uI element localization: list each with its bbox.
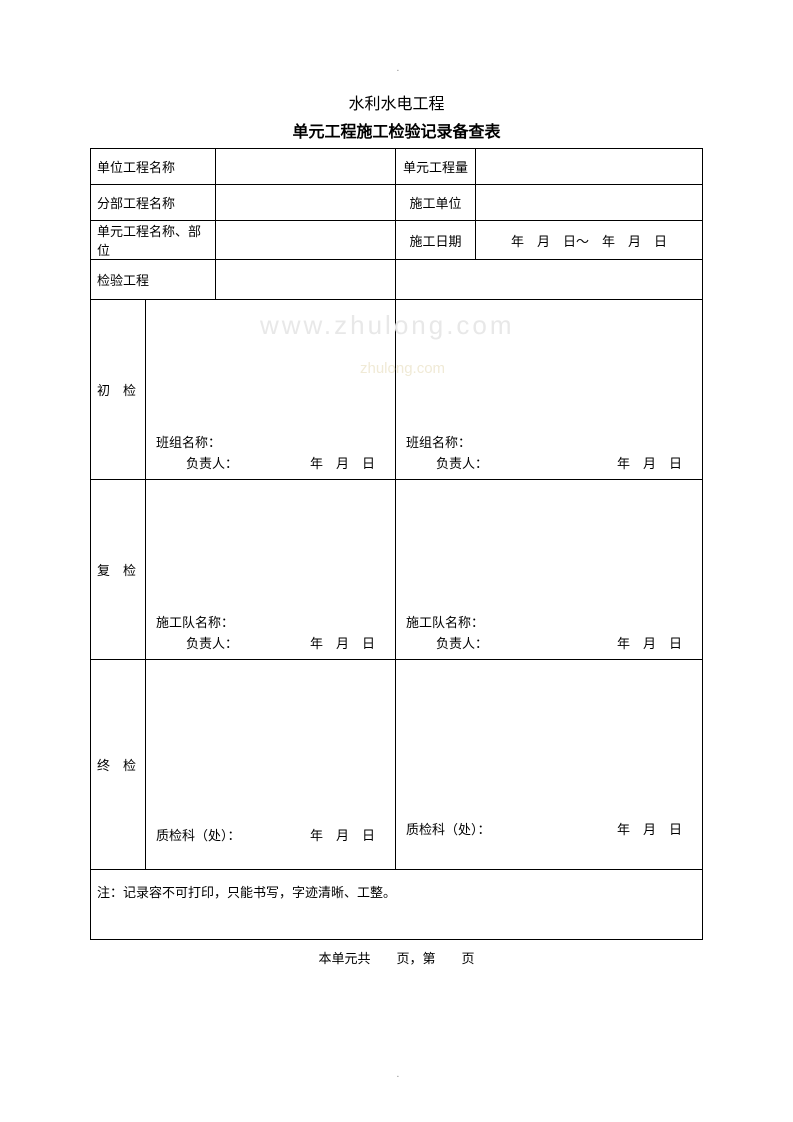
label-construction-unit: 施工单位 (396, 185, 476, 221)
value-inspection-project-1 (216, 260, 396, 300)
final-left-dept: 质检科（处）： (156, 828, 241, 843)
initial-inspection-row: 初 检 班组名称： 负责人： 年 月 日 班组名称： 负责人： 年 月 日 (91, 300, 703, 480)
final-inspection-left: 质检科（处）： 年 月 日 (146, 660, 396, 870)
label-initial-inspection: 初 检 (91, 300, 146, 480)
label-unit-name-position: 单元工程名称、部位 (91, 221, 216, 260)
page-footer: 本单元共 页，第 页 (90, 948, 703, 967)
final-left-date: 年 月 日 (310, 826, 385, 847)
value-subdivision-name (216, 185, 396, 221)
re-inspection-left: 施工队名称： 负责人： 年 月 日 (146, 480, 396, 660)
initial-right-date: 年 月 日 (617, 454, 692, 475)
document-title-1: 水利水电工程 (90, 90, 703, 114)
final-right-date: 年 月 日 (617, 820, 692, 841)
page-container: 水利水电工程 单元工程施工检验记录备查表 单位工程名称 单元工程量 分部工程名称… (0, 0, 793, 1027)
final-inspection-right: 质检科（处）： 年 月 日 (396, 660, 703, 870)
re-right-team: 施工队名称： (406, 613, 692, 634)
re-inspection-right: 施工队名称： 负责人： 年 月 日 (396, 480, 703, 660)
label-unit-project-qty: 单元工程量 (396, 149, 476, 185)
initial-left-date: 年 月 日 (310, 454, 385, 475)
inspection-form-table: 单位工程名称 单元工程量 分部工程名称 施工单位 单元工程名称、部位 施工日期 … (90, 148, 703, 940)
re-inspection-row: 复 检 施工队名称： 负责人： 年 月 日 施工队名称： 负责人： 年 月 日 (91, 480, 703, 660)
value-unit-project-qty (476, 149, 703, 185)
initial-right-team: 班组名称： (406, 433, 692, 454)
header-row-3: 单元工程名称、部位 施工日期 年 月 日～ 年 月 日 (91, 221, 703, 260)
label-unit-project-name: 单位工程名称 (91, 149, 216, 185)
re-right-person: 负责人： (436, 636, 488, 651)
re-left-date: 年 月 日 (310, 634, 385, 655)
note-row: 注：记录容不可打印，只能书写，字迹清晰、工整。 (91, 870, 703, 940)
document-title-2: 单元工程施工检验记录备查表 (90, 118, 703, 142)
initial-left-team: 班组名称： (156, 433, 385, 454)
value-unit-name-position (216, 221, 396, 260)
value-construction-date: 年 月 日～ 年 月 日 (476, 221, 703, 260)
label-re-inspection: 复 检 (91, 480, 146, 660)
value-inspection-project-2 (396, 260, 703, 300)
initial-inspection-right: 班组名称： 负责人： 年 月 日 (396, 300, 703, 480)
re-left-person: 负责人： (186, 636, 238, 651)
header-row-1: 单位工程名称 单元工程量 (91, 149, 703, 185)
re-left-team: 施工队名称： (156, 613, 385, 634)
header-row-4: 检验工程 (91, 260, 703, 300)
value-unit-project-name (216, 149, 396, 185)
initial-left-person: 负责人： (186, 456, 238, 471)
label-construction-date: 施工日期 (396, 221, 476, 260)
value-construction-unit (476, 185, 703, 221)
label-final-inspection: 终 检 (91, 660, 146, 870)
initial-inspection-left: 班组名称： 负责人： 年 月 日 (146, 300, 396, 480)
initial-right-person: 负责人： (436, 456, 488, 471)
page-marker-top: . (397, 62, 400, 74)
label-subdivision-name: 分部工程名称 (91, 185, 216, 221)
label-inspection-project: 检验工程 (91, 260, 216, 300)
page-marker-bottom: . (397, 1068, 400, 1080)
final-inspection-row: 终 检 质检科（处）： 年 月 日 质检科（处）： 年 月 日 (91, 660, 703, 870)
header-row-2: 分部工程名称 施工单位 (91, 185, 703, 221)
final-right-dept: 质检科（处）： (406, 822, 491, 837)
note-text: 注：记录容不可打印，只能书写，字迹清晰、工整。 (91, 870, 703, 940)
re-right-date: 年 月 日 (617, 634, 692, 655)
